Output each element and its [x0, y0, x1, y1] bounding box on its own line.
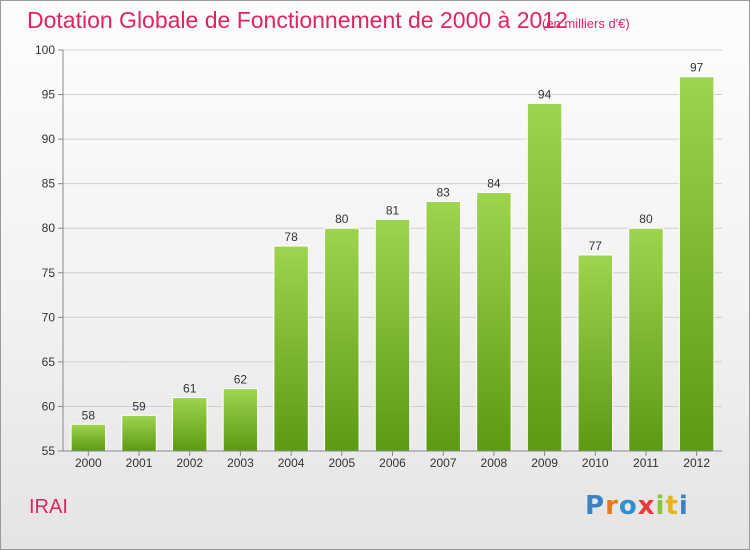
proxiti-logo[interactable]: Proxiti: [585, 491, 689, 521]
x-tick-label: 2010: [582, 456, 609, 470]
x-tick-label: 2009: [531, 456, 558, 470]
logo-letter: P: [585, 491, 606, 521]
bar-value-label: 81: [386, 203, 400, 217]
bar-2009: [526, 102, 563, 452]
bar-value-label: 77: [589, 239, 603, 253]
bar-value-label: 61: [183, 382, 197, 396]
x-tick-label: 2001: [126, 456, 153, 470]
y-tick-label: 55: [42, 444, 56, 458]
logo-letter: i: [678, 491, 689, 521]
x-tick-label: 2005: [328, 456, 355, 470]
bar-chart: 55 60 65 70 75 80 85 90 95 100 58 2000 59 2001 61 2002 6…: [35, 43, 722, 470]
bar-2012: [678, 76, 715, 452]
commune-name: IRAI: [29, 496, 68, 518]
bar-value-label: 84: [487, 177, 501, 191]
x-tick-label: 2000: [75, 456, 102, 470]
logo-letter: o: [618, 491, 638, 521]
y-tick-label: 75: [42, 266, 56, 280]
logo-letter: t: [665, 491, 679, 521]
bar-value-label: 97: [690, 61, 704, 75]
logo-letter: x: [637, 491, 656, 521]
x-tick-label: 2007: [430, 456, 457, 470]
bar-2004: [273, 245, 309, 452]
axes: [58, 49, 722, 456]
bar-2007: [425, 200, 461, 452]
bar-2010: [577, 254, 614, 452]
x-tick-label: 2004: [278, 456, 305, 470]
bar-value-label: 80: [335, 212, 349, 226]
bar-2008: [476, 192, 512, 452]
bar-value-label: 80: [639, 212, 653, 226]
bar-value-label: 59: [132, 399, 146, 413]
x-tick-label: 2006: [379, 456, 406, 470]
bar-2000: [70, 423, 107, 452]
chart-title: Dotation Globale de Fonctionnement de 20…: [27, 7, 568, 33]
bar-2002: [171, 397, 208, 452]
bar-value-label: 62: [234, 373, 248, 387]
x-tick-label: 2008: [481, 456, 508, 470]
bar-2006: [374, 218, 411, 452]
logo-letter: i: [655, 491, 666, 521]
logo-letter: r: [605, 491, 619, 521]
y-tick-label: 70: [42, 310, 56, 324]
bar-value-label: 83: [437, 185, 451, 199]
bar-2003: [222, 388, 259, 452]
y-tick-label: 60: [42, 399, 56, 413]
bar-2011: [628, 227, 664, 452]
bar-value-label: 78: [284, 230, 298, 244]
labels: 55 60 65 70 75 80 85 90 95 100 58 2000 59 2001 61 2002 6…: [35, 43, 710, 470]
x-tick-label: 2003: [227, 456, 254, 470]
x-tick-label: 2012: [683, 456, 710, 470]
y-tick-label: 85: [42, 177, 56, 191]
bar-value-label: 94: [538, 87, 552, 101]
bar-value-label: 58: [82, 408, 96, 422]
bars: [70, 76, 715, 452]
y-tick-label: 95: [42, 88, 56, 102]
y-tick-label: 80: [42, 221, 56, 235]
x-tick-label: 2002: [176, 456, 203, 470]
y-tick-label: 65: [42, 355, 56, 369]
y-tick-label: 90: [42, 132, 56, 146]
x-tick-label: 2011: [633, 456, 659, 470]
bar-2005: [324, 227, 360, 452]
y-tick-label: 100: [35, 43, 55, 57]
chart-unit: (en milliers d'€): [542, 16, 630, 31]
bar-2001: [121, 414, 157, 452]
